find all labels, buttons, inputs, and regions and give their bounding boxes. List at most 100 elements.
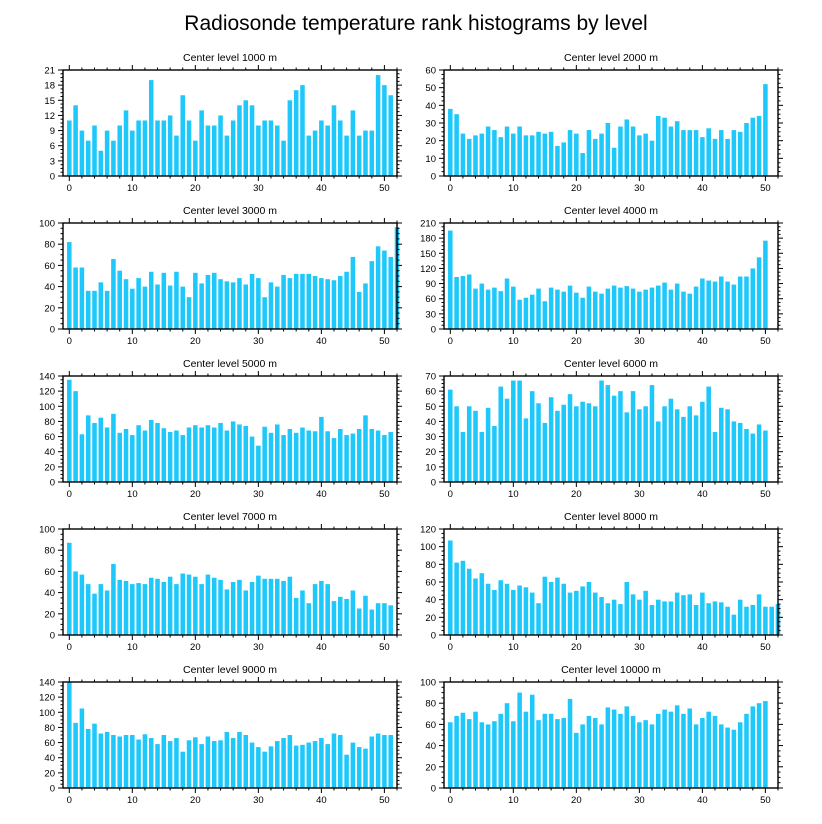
bar <box>630 715 636 788</box>
x-tick-label: 40 <box>316 489 327 500</box>
bar <box>605 123 611 176</box>
bar <box>199 584 204 635</box>
bar <box>262 120 267 176</box>
bar <box>211 741 217 788</box>
bar <box>592 592 598 635</box>
x-tick-label: 0 <box>67 489 72 500</box>
bar <box>369 261 375 329</box>
bar <box>167 115 173 176</box>
bar <box>561 583 567 635</box>
bar <box>756 424 762 482</box>
bar <box>388 432 393 482</box>
bar <box>485 407 491 482</box>
bar <box>529 294 535 329</box>
bar <box>130 584 135 635</box>
bar <box>700 718 705 788</box>
x-tick-label: 10 <box>508 795 519 806</box>
bar <box>319 580 324 635</box>
bar <box>454 114 459 176</box>
x-tick-label: 50 <box>760 795 771 806</box>
bar <box>117 432 122 482</box>
bar <box>104 590 110 635</box>
bar <box>79 574 85 635</box>
bar <box>306 273 312 329</box>
bar <box>85 415 91 482</box>
y-tick-label: 120 <box>39 693 55 704</box>
y-tick-label: 6 <box>50 141 55 152</box>
bar <box>542 713 548 788</box>
bar <box>268 432 274 482</box>
bar <box>567 130 573 176</box>
bar <box>180 286 186 329</box>
y-tick-label: 0 <box>431 172 436 183</box>
bar <box>104 427 110 482</box>
bar <box>331 105 337 176</box>
bar <box>325 744 330 788</box>
bar <box>180 435 186 482</box>
bar <box>567 285 573 329</box>
bar <box>517 126 522 176</box>
bar <box>205 425 211 482</box>
bar <box>719 407 724 482</box>
bar <box>756 257 762 329</box>
bar <box>350 256 356 329</box>
bar <box>580 586 585 635</box>
bar <box>542 422 548 482</box>
x-tick-label: 40 <box>697 642 708 653</box>
bar <box>637 291 642 329</box>
bar <box>605 603 611 635</box>
bar <box>662 406 667 482</box>
bar <box>479 573 485 635</box>
y-tick-label: 60 <box>44 567 55 578</box>
bar <box>592 138 598 176</box>
bar <box>344 135 349 176</box>
bar <box>693 286 699 329</box>
bar <box>300 85 305 176</box>
bar <box>637 409 642 482</box>
bar <box>205 274 211 329</box>
bar <box>523 135 529 176</box>
bar <box>344 598 349 635</box>
bar <box>706 128 711 176</box>
bar <box>363 415 368 482</box>
x-tick-label: 20 <box>190 183 201 194</box>
bar <box>448 540 453 635</box>
bar <box>281 140 286 176</box>
x-tick-label: 10 <box>127 489 138 500</box>
bar <box>319 120 324 176</box>
bar <box>161 428 167 482</box>
bar <box>737 276 743 329</box>
bar <box>293 90 299 176</box>
bar <box>237 579 242 635</box>
y-tick-label: 50 <box>425 402 436 413</box>
bar <box>542 576 548 635</box>
bar <box>180 95 186 176</box>
bar <box>281 435 286 482</box>
bar <box>529 592 535 635</box>
bar <box>649 724 655 788</box>
bar <box>85 140 91 176</box>
bar <box>492 721 497 788</box>
bar <box>611 709 617 788</box>
bar <box>350 742 356 788</box>
bar <box>123 735 129 788</box>
bar <box>111 413 116 482</box>
bar <box>369 736 375 788</box>
bar <box>142 734 148 788</box>
y-tick-label: 60 <box>44 261 55 272</box>
bar <box>649 385 655 482</box>
bar <box>517 380 522 482</box>
bar <box>687 130 693 176</box>
bar <box>706 386 711 482</box>
bar <box>592 291 598 329</box>
y-tick-label: 210 <box>420 219 436 230</box>
bar <box>363 130 368 176</box>
x-tick-label: 10 <box>508 336 519 347</box>
bar <box>561 404 567 482</box>
bar <box>281 274 286 329</box>
y-tick-label: 80 <box>44 240 55 251</box>
x-tick-label: 20 <box>190 642 201 653</box>
bar <box>224 430 230 482</box>
x-tick-label: 40 <box>697 183 708 194</box>
y-tick-label: 9 <box>50 126 55 137</box>
